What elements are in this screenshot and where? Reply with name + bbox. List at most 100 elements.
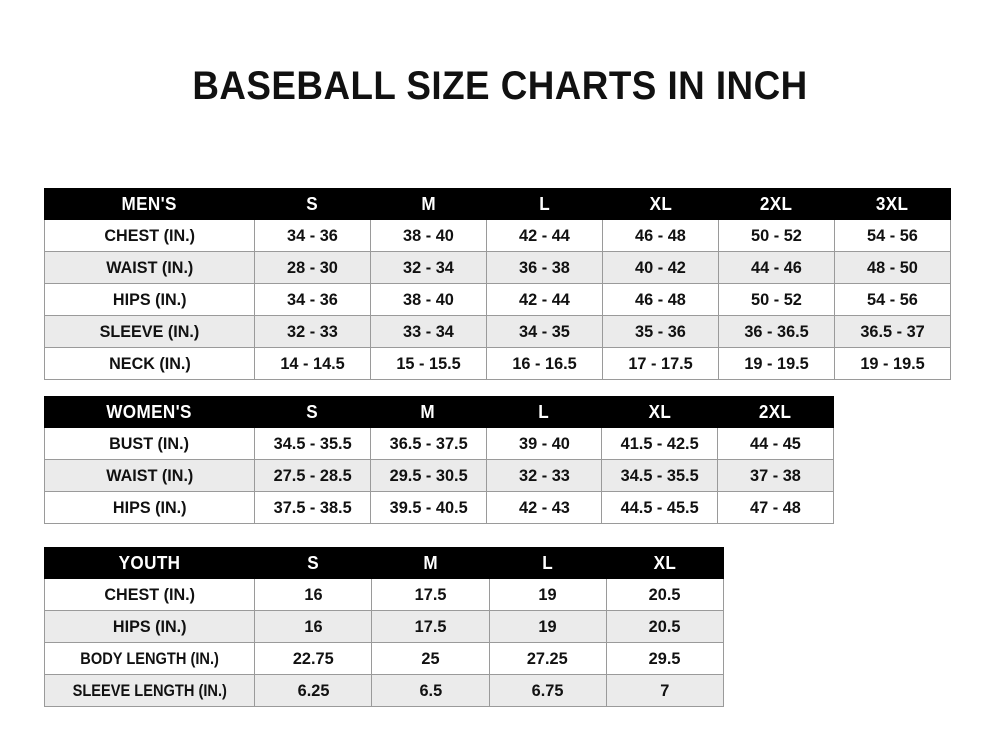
mens-cell-waist-in-3xl: 48 - 50	[834, 251, 951, 284]
womens-size-header-m: M	[369, 396, 487, 428]
cell-value: 27.5 - 28.5	[273, 465, 352, 485]
cell-value: 42 - 44	[519, 289, 570, 309]
cell-value: 44 - 45	[750, 433, 801, 453]
mens-cell-sleeve-in-l: 34 - 35	[486, 315, 603, 348]
mens-cell-chest-in-xl: 46 - 48	[602, 219, 719, 252]
cell-value: 42 - 43	[518, 497, 570, 517]
cell-value: 34 - 35	[519, 321, 570, 341]
cell-value: 41.5 - 42.5	[620, 433, 699, 453]
womens-size-header-2xl: 2XL	[717, 396, 834, 428]
row-label-text: HIPS (IN.)	[112, 497, 187, 517]
cell-value: 39 - 40	[518, 433, 570, 453]
cell-value: 14 - 14.5	[280, 353, 345, 373]
row-label-text: HIPS (IN.)	[112, 616, 187, 636]
youth-size-label-m: M	[423, 552, 438, 573]
mens-cell-neck-in-s: 14 - 14.5	[254, 347, 371, 380]
cell-value: 19	[538, 616, 557, 636]
cell-value: 19	[538, 584, 557, 604]
youth-cell-hips-in-xl: 20.5	[605, 610, 725, 643]
youth-row-label-chest-in: CHEST (IN.)	[44, 578, 255, 611]
cell-value: 20.5	[648, 584, 681, 604]
womens-cell-waist-in-xl: 34.5 - 35.5	[601, 459, 719, 492]
cell-value: 34.5 - 35.5	[620, 465, 699, 485]
youth-cell-sleeve-length-in-m: 6.5	[371, 674, 490, 707]
cell-value: 33 - 34	[403, 321, 454, 341]
mens-table-head: MEN'S S M L XL 2XL 3XL	[44, 188, 951, 220]
youth-cell-sleeve-length-in-xl: 7	[605, 674, 725, 707]
womens-cell-hips-in-l: 42 - 43	[485, 491, 603, 524]
mens-size-label-3xl: 3XL	[876, 193, 909, 214]
mens-cell-neck-in-l: 16 - 16.5	[486, 347, 603, 380]
youth-row-label-hips-in: HIPS (IN.)	[44, 610, 255, 643]
youth-cell-chest-in-xl: 20.5	[605, 578, 725, 611]
mens-cell-hips-in-3xl: 54 - 56	[834, 283, 951, 316]
cell-value: 16	[304, 584, 323, 604]
mens-size-header-2xl: 2XL	[718, 188, 835, 220]
cell-value: 29.5	[648, 648, 681, 668]
mens-size-header-s: S	[254, 188, 371, 220]
mens-cell-chest-in-2xl: 50 - 52	[718, 219, 835, 252]
cell-value: 38 - 40	[403, 225, 454, 245]
youth-cell-chest-in-m: 17.5	[371, 578, 490, 611]
womens-size-label-2xl: 2XL	[759, 401, 792, 422]
womens-category-label: WOMEN'S	[106, 401, 193, 422]
womens-cell-waist-in-2xl: 37 - 38	[717, 459, 834, 492]
cell-value: 17.5	[414, 584, 447, 604]
mens-cell-hips-in-l: 42 - 44	[486, 283, 603, 316]
mens-size-label-2xl: 2XL	[760, 193, 793, 214]
mens-cell-waist-in-2xl: 44 - 46	[718, 251, 835, 284]
womens-size-header-xl: XL	[601, 396, 719, 428]
cell-value: 34 - 36	[287, 225, 338, 245]
mens-row-label-chest-in: CHEST (IN.)	[44, 219, 255, 252]
cell-value: 19 - 19.5	[860, 353, 925, 373]
youth-size-label-l: L	[542, 552, 554, 573]
youth-cell-body-length-in-m: 25	[371, 642, 490, 675]
youth-size-label-xl: XL	[653, 552, 677, 573]
youth-header-row: YOUTH S M L XL	[44, 547, 725, 579]
youth-cell-body-length-in-l: 27.25	[488, 642, 607, 675]
cell-value: 28 - 30	[287, 257, 338, 277]
mens-cell-chest-in-l: 42 - 44	[486, 219, 603, 252]
table-row: WAIST (IN.) 27.5 - 28.5 29.5 - 30.5 32 - 33…	[44, 459, 834, 492]
womens-cell-bust-in-s: 34.5 - 35.5	[254, 427, 371, 460]
page-title: BASEBALL SIZE CHARTS IN INCH	[192, 64, 808, 108]
mens-category-label: MEN'S	[121, 193, 178, 214]
cell-value: 37 - 38	[750, 465, 801, 485]
cell-value: 6.5	[419, 680, 442, 700]
youth-size-header-xl: XL	[605, 547, 725, 579]
youth-cell-hips-in-m: 17.5	[371, 610, 490, 643]
womens-size-table: WOMEN'S S M L XL 2XL BUST (IN.) 34.5 - 35.5 36.…	[44, 396, 834, 524]
youth-row-label-body-length-in: BODY LENGTH (IN.)	[44, 642, 255, 675]
youth-cell-chest-in-s: 16	[253, 578, 373, 611]
table-row: NECK (IN.) 14 - 14.5 15 - 15.5 16 - 16.5 17 …	[44, 347, 951, 380]
table-row: CHEST (IN.) 34 - 36 38 - 40 42 - 44 46 - 48 5…	[44, 219, 951, 252]
mens-size-label-l: L	[539, 193, 550, 214]
womens-size-header-l: L	[485, 396, 603, 428]
mens-table-body: CHEST (IN.) 34 - 36 38 - 40 42 - 44 46 - 48 5…	[44, 219, 951, 380]
mens-cell-waist-in-s: 28 - 30	[254, 251, 371, 284]
womens-cell-waist-in-m: 29.5 - 30.5	[369, 459, 487, 492]
row-label-text: BUST (IN.)	[109, 433, 190, 453]
cell-value: 48 - 50	[867, 257, 918, 277]
womens-row-label-waist-in: WAIST (IN.)	[44, 459, 255, 492]
table-row: WAIST (IN.) 28 - 30 32 - 34 36 - 38 40 - 42 4…	[44, 251, 951, 284]
cell-value: 32 - 33	[287, 321, 338, 341]
cell-value: 16	[304, 616, 323, 636]
cell-value: 54 - 56	[867, 289, 918, 309]
mens-cell-hips-in-2xl: 50 - 52	[718, 283, 835, 316]
mens-size-header-m: M	[370, 188, 487, 220]
table-row: SLEEVE (IN.) 32 - 33 33 - 34 34 - 35 35 - 36…	[44, 315, 951, 348]
cell-value: 6.75	[531, 680, 564, 700]
table-row: HIPS (IN.) 34 - 36 38 - 40 42 - 44 46 - 48 50…	[44, 283, 951, 316]
youth-cell-body-length-in-xl: 29.5	[605, 642, 725, 675]
mens-cell-chest-in-m: 38 - 40	[370, 219, 487, 252]
womens-cell-bust-in-l: 39 - 40	[485, 427, 603, 460]
womens-size-label-l: L	[538, 401, 550, 422]
cell-value: 35 - 36	[635, 321, 686, 341]
womens-header-row: WOMEN'S S M L XL 2XL	[44, 396, 834, 428]
youth-size-header-l: L	[488, 547, 607, 579]
mens-cell-hips-in-m: 38 - 40	[370, 283, 487, 316]
womens-table-head: WOMEN'S S M L XL 2XL	[44, 396, 834, 428]
youth-cell-chest-in-l: 19	[488, 578, 607, 611]
